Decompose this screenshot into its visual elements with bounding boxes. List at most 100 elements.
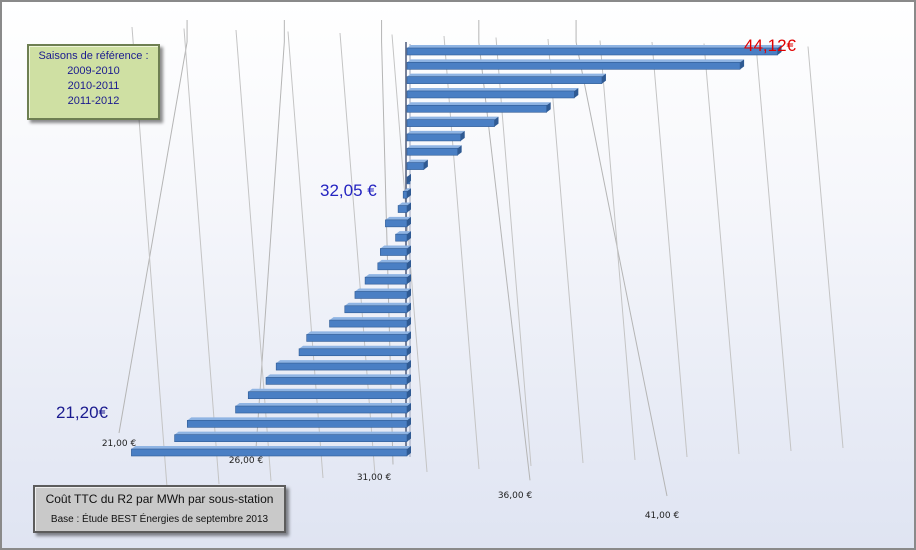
- bar-side: [407, 317, 411, 328]
- bar: [406, 104, 547, 113]
- bar: [131, 448, 408, 457]
- bar-top: [377, 259, 411, 263]
- bar: [235, 405, 408, 414]
- legend-item: 2010-2011: [67, 80, 120, 92]
- bar-side: [407, 274, 411, 285]
- bar-side: [407, 173, 411, 184]
- bar-side: [407, 245, 411, 256]
- depth-gridline: [183, 28, 220, 485]
- x-tick-label: 21,00 €: [102, 439, 137, 449]
- bar-top: [235, 403, 411, 407]
- depth-gridline: [443, 35, 480, 470]
- bar-top: [354, 288, 411, 292]
- bar-side: [407, 202, 411, 213]
- bar: [247, 391, 408, 400]
- legend-item: 2009-2010: [67, 65, 120, 77]
- legend-item: 2011-2012: [67, 95, 120, 107]
- bar-side: [407, 417, 411, 428]
- bar-top: [248, 388, 411, 392]
- bar-side: [601, 73, 606, 84]
- bar-top: [306, 331, 411, 335]
- bar-top: [299, 345, 411, 349]
- bar-side: [407, 446, 411, 456]
- bar-top: [407, 145, 462, 149]
- bar-side: [574, 87, 579, 98]
- bar-top: [174, 431, 411, 435]
- bar-side: [740, 59, 745, 70]
- bar: [406, 76, 603, 84]
- bar: [265, 377, 408, 385]
- bar-top: [407, 73, 606, 77]
- legend-title: Saisons de référence :: [38, 50, 149, 62]
- footer-subtitle: Base : Étude BEST Énergies de septembre …: [50, 514, 269, 525]
- legend-box: Saisons de référence : 2009-2010 2010-20…: [27, 44, 160, 120]
- depth-gridline: [495, 37, 532, 467]
- bar: [406, 162, 425, 170]
- depth-gridline: [235, 29, 272, 482]
- bar: [380, 248, 408, 256]
- floor-gridline: [255, 41, 285, 449]
- bar: [329, 319, 408, 328]
- bar-side: [494, 116, 499, 127]
- bar: [354, 291, 408, 299]
- bar-side: [407, 302, 411, 313]
- bar-side: [546, 102, 551, 113]
- depth-gridline: [755, 44, 792, 452]
- bar-top: [403, 188, 411, 192]
- bar-side: [407, 388, 411, 399]
- x-tick-label: 26,00 €: [229, 456, 264, 466]
- footer-title: Coût TTC du R2 par MWh par sous-station: [45, 492, 274, 506]
- bar: [186, 420, 408, 428]
- bar-top: [407, 159, 428, 163]
- bar: [306, 334, 408, 342]
- bar-top: [407, 102, 551, 106]
- bar-side: [407, 360, 411, 371]
- x-tick-label: 41,00 €: [645, 511, 680, 521]
- max-value-label: 44,12€: [744, 36, 797, 55]
- reference-value-label: 32,05 €: [320, 181, 377, 200]
- bar-top: [407, 87, 579, 91]
- bar-top: [398, 202, 411, 206]
- bar-side: [407, 288, 411, 299]
- bar-top: [380, 245, 411, 249]
- bar: [406, 62, 741, 70]
- bar: [402, 190, 408, 199]
- bar-side: [423, 159, 428, 170]
- bar: [344, 305, 408, 314]
- x-tick-label: 36,00 €: [498, 491, 533, 501]
- bar: [298, 348, 408, 357]
- bar: [406, 47, 778, 56]
- bar-top: [131, 446, 411, 449]
- depth-gridline: [599, 40, 636, 461]
- depth-gridline: [807, 46, 844, 449]
- floor-gridline: [478, 41, 531, 481]
- bar-top: [407, 130, 465, 134]
- depth-gridline: [547, 38, 584, 464]
- bar: [395, 233, 408, 242]
- bar-top: [385, 216, 411, 220]
- bar-top: [407, 116, 499, 120]
- bar-top: [395, 231, 411, 235]
- bar-top: [407, 59, 745, 63]
- bar-top: [266, 374, 411, 378]
- bar: [275, 362, 408, 371]
- bar-side: [407, 431, 411, 442]
- bar: [385, 219, 408, 228]
- bar: [406, 147, 458, 156]
- bar-side: [407, 403, 411, 414]
- depth-gridline: [703, 43, 740, 455]
- bar-side: [407, 216, 411, 227]
- min-value-label: 21,20€: [56, 403, 109, 422]
- floor-gridline: [118, 41, 188, 434]
- bar-side: [457, 145, 462, 156]
- floor-gridline: [575, 41, 668, 497]
- bar-side: [407, 259, 411, 270]
- bar-top: [407, 45, 782, 48]
- bar: [174, 434, 408, 442]
- x-tick-label: 31,00 €: [357, 473, 392, 483]
- bar-top: [187, 417, 411, 421]
- bar-side: [407, 345, 411, 356]
- bar-side: [407, 188, 411, 199]
- bar: [406, 133, 462, 142]
